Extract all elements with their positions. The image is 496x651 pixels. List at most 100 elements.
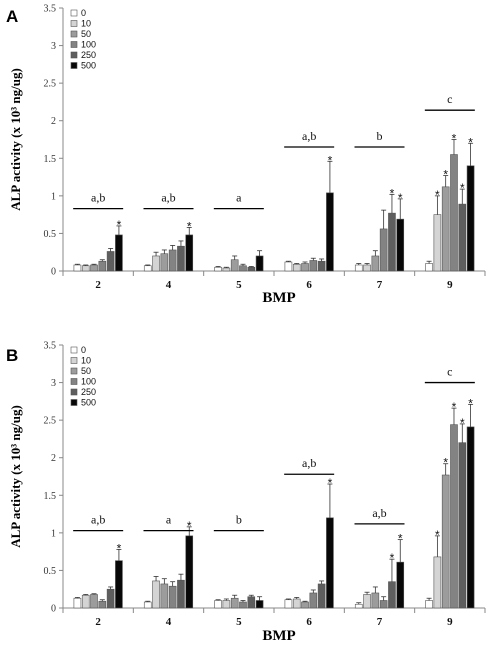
group-label: a — [166, 513, 172, 527]
x-tick-label: 6 — [306, 279, 312, 291]
legend-label: 250 — [81, 387, 96, 397]
y-tick-label: 0.5 — [44, 566, 57, 577]
x-tick-label: 5 — [236, 616, 242, 628]
bar — [106, 251, 115, 272]
bar — [98, 260, 107, 272]
bar — [396, 218, 405, 272]
significance-star: * — [117, 541, 122, 555]
x-tick-label: 6 — [306, 616, 312, 628]
legend-swatch — [70, 346, 78, 354]
bar — [450, 424, 458, 609]
significance-star: * — [443, 456, 448, 470]
legend-swatch — [70, 41, 78, 48]
legend-label: 100 — [81, 377, 96, 387]
chart-panel-a: A 0 0.5 1 1.5 2 2.5 3 3.5 2 4 5 6 7 9 BMP ALP activity (… — [6, 4, 486, 306]
bar — [441, 186, 450, 272]
bar — [388, 581, 396, 609]
bar — [106, 588, 115, 609]
significance-star: * — [390, 551, 395, 565]
legend-label: 50 — [81, 366, 91, 376]
bar — [441, 474, 450, 609]
bar — [466, 165, 475, 272]
group-label: a,b — [91, 513, 105, 527]
group-label: a,b — [302, 129, 316, 143]
bar — [466, 426, 475, 609]
bar — [185, 234, 194, 272]
significance-star: * — [187, 519, 192, 533]
bar — [301, 263, 309, 272]
x-tick-label: 7 — [377, 616, 383, 628]
bar — [450, 154, 458, 272]
significance-star: * — [443, 168, 448, 182]
bar — [458, 203, 467, 272]
x-axis-title: BMP — [262, 290, 295, 306]
bar — [73, 264, 82, 272]
significance-star: * — [452, 400, 457, 414]
bar — [143, 265, 152, 272]
bar — [363, 264, 371, 272]
chart-panel-b: B 0 0.5 1 1.5 2 2.5 3 3.5 2 4 5 6 7 9 BMP ALP activity (… — [6, 341, 486, 644]
legend-swatch — [70, 30, 78, 38]
y-axis-title: ALP activity (x 10³ ng/ug) — [8, 68, 23, 211]
y-tick-label: 1.5 — [44, 491, 57, 502]
x-tick-label: 4 — [166, 616, 172, 628]
group-label: a,b — [302, 456, 316, 470]
bar — [230, 259, 239, 272]
significance-star: * — [460, 181, 465, 195]
group-label: c — [447, 92, 452, 106]
legend-swatch — [70, 20, 78, 27]
bar — [222, 267, 231, 272]
bar — [239, 265, 247, 272]
x-tick-label: 4 — [166, 279, 172, 291]
significance-star: * — [328, 153, 333, 167]
bar — [371, 255, 380, 272]
bar — [81, 265, 90, 272]
bar — [177, 579, 185, 609]
legend-label: 250 — [81, 50, 96, 60]
bar — [317, 260, 326, 272]
bar — [222, 600, 231, 609]
bar — [230, 597, 239, 609]
bar — [98, 600, 107, 609]
legend-label: 50 — [81, 29, 91, 39]
bar — [160, 583, 169, 609]
bar — [115, 560, 123, 609]
legend-swatch — [70, 357, 78, 364]
bar — [379, 600, 388, 609]
bar — [81, 594, 90, 609]
bar — [458, 442, 467, 609]
legend-swatch — [70, 62, 78, 69]
y-tick-label: 1.5 — [44, 154, 57, 165]
bar — [90, 264, 98, 272]
bar — [255, 255, 264, 272]
legend-swatch — [70, 367, 78, 375]
bar — [90, 594, 98, 609]
bar — [433, 214, 442, 272]
bar — [309, 592, 318, 609]
y-tick-label: 0 — [51, 604, 56, 615]
bar — [284, 599, 293, 609]
bar — [152, 580, 160, 609]
group-label: a,b — [372, 506, 386, 520]
group-label: a — [236, 191, 242, 205]
legend-label: 10 — [81, 19, 91, 29]
bar — [247, 266, 256, 272]
legend-swatch — [70, 9, 78, 17]
significance-star: * — [328, 476, 333, 490]
y-tick-label: 2 — [51, 116, 56, 127]
y-tick-label: 2.5 — [44, 416, 57, 427]
y-axis-title: ALP activity (x 10³ ng/ug) — [8, 405, 23, 548]
significance-star: * — [468, 135, 473, 149]
bar — [239, 601, 247, 609]
bar — [185, 535, 194, 609]
bar — [326, 192, 334, 272]
panel-label: B — [6, 346, 18, 365]
significance-star: * — [390, 186, 395, 200]
significance-star: * — [435, 188, 440, 202]
legend-swatch — [70, 378, 78, 385]
bar — [143, 601, 152, 609]
significance-star: * — [452, 132, 457, 146]
bar — [177, 245, 185, 272]
significance-star: * — [468, 396, 473, 410]
bar — [309, 260, 318, 272]
